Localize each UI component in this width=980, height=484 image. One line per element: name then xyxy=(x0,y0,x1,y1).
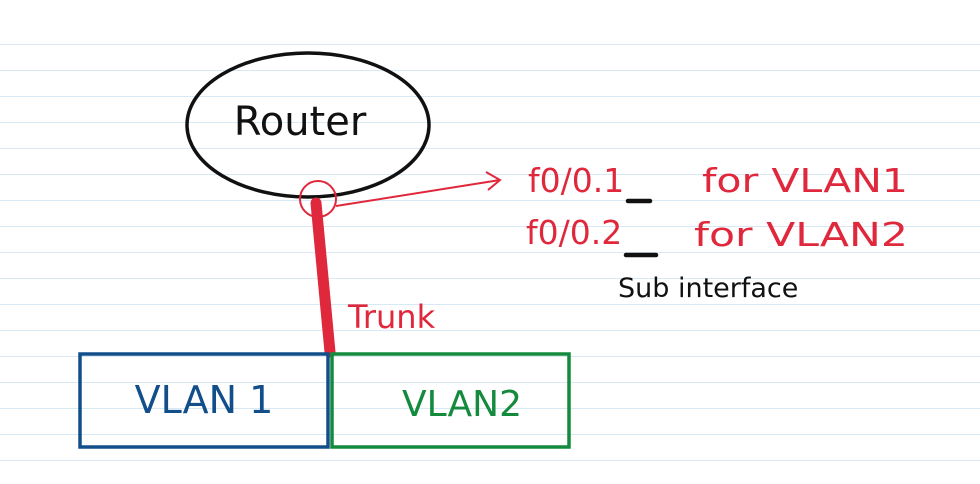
ruled-line xyxy=(0,278,980,279)
subinterface-purpose: for VLAN1 xyxy=(702,161,908,200)
ruled-line xyxy=(0,330,980,331)
subinterface-row: f0/0.2 for VLAN2 xyxy=(526,213,908,258)
ruled-line xyxy=(0,356,980,357)
router-label: Router xyxy=(234,99,367,145)
ruled-line xyxy=(0,382,980,383)
ruled-line xyxy=(0,304,980,305)
vlan-1-rect xyxy=(78,352,330,449)
ruled-line xyxy=(0,148,980,149)
router-node: Router xyxy=(185,51,431,199)
ruled-line xyxy=(0,122,980,123)
ruled-line xyxy=(0,96,980,97)
vlan-2-label: VLAN2 xyxy=(402,384,522,425)
ruled-line xyxy=(0,44,980,45)
trunk-label: Trunk xyxy=(347,298,436,336)
interface-prefix: f0/0. xyxy=(528,161,603,200)
subinterface-name: f0/0.2 xyxy=(526,213,622,252)
arrow-head xyxy=(485,171,502,191)
ruled-line xyxy=(0,408,980,409)
subinterface-purpose: for VLAN2 xyxy=(694,215,908,254)
subinterface-arrow xyxy=(335,171,502,207)
vlan-1-label: VLAN 1 xyxy=(135,378,274,422)
vlan-2-rect xyxy=(330,352,571,449)
ruled-line xyxy=(0,70,980,71)
ruled-line xyxy=(0,252,980,253)
subinterface-name: f0/0.1 xyxy=(528,161,624,200)
trunk-link: Trunk xyxy=(299,180,436,358)
ruled-line xyxy=(0,434,980,435)
vlan-box-1: VLAN 1 xyxy=(78,352,330,449)
subinterface-note: Sub interface xyxy=(618,273,798,304)
ruled-line xyxy=(0,226,980,227)
subinterface-list: f0/0.1 for VLAN1 f0/0.2 for VLAN2 Sub in… xyxy=(526,161,908,304)
arrow-shaft xyxy=(335,179,501,207)
interface-prefix: f0/0. xyxy=(526,213,601,252)
ruled-line xyxy=(0,460,980,461)
ruled-line xyxy=(0,200,980,201)
subinterface-marker-circle xyxy=(299,180,337,218)
vlan-id: 1 xyxy=(603,161,624,200)
vlan-box-2: VLAN2 xyxy=(330,352,571,449)
router-ellipse xyxy=(185,51,431,199)
trunk-line xyxy=(310,197,336,358)
vlan-id: 2 xyxy=(601,213,622,252)
subinterface-row: f0/0.1 for VLAN1 xyxy=(528,161,908,204)
